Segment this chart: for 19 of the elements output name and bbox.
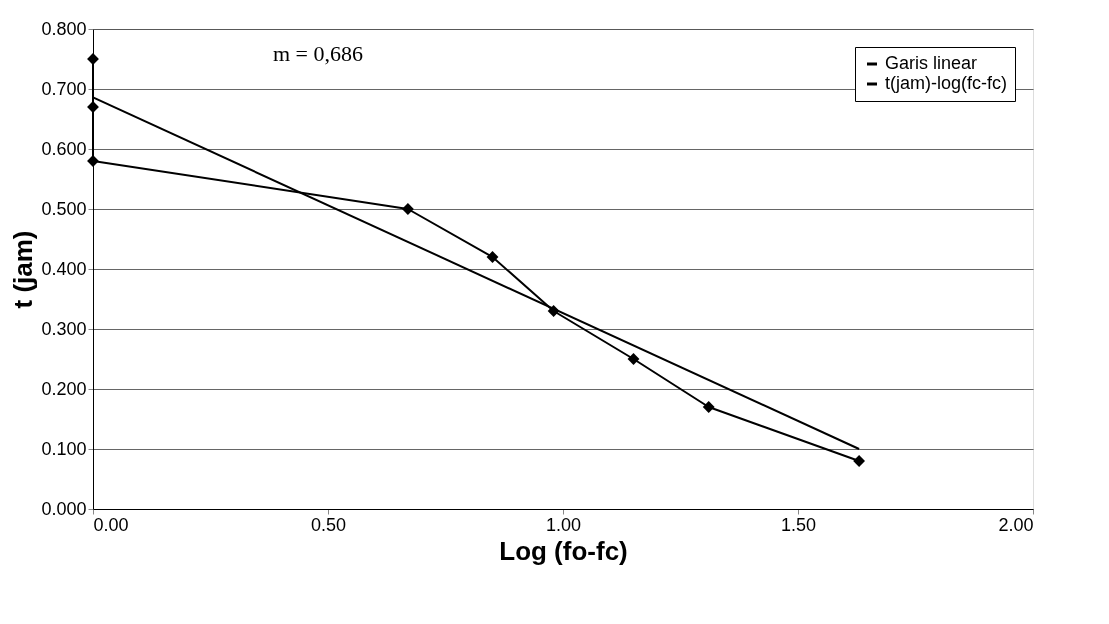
y-tick-label: 0.200 (41, 378, 87, 399)
legend-label: t(jam)-log(fc-fc) (885, 73, 1007, 93)
y-tick-label: 0.300 (41, 318, 87, 339)
y-axis-title: t (jam) (8, 230, 39, 309)
y-tick-label: 0.100 (41, 438, 87, 459)
x-tick-label: 1.50 (780, 514, 817, 535)
legend-label: Garis linear (885, 53, 978, 73)
y-tick-label: 0.500 (41, 198, 87, 219)
x-tick-label: 0.00 (93, 514, 129, 535)
x-tick-label: 1.00 (545, 514, 582, 535)
x-tick-label: 2.00 (998, 514, 1034, 535)
y-tick-label: 0.700 (41, 78, 87, 99)
x-tick-label: 0.50 (310, 514, 347, 535)
annotation: m = 0,686 (273, 41, 364, 66)
y-tick-label: 0.400 (41, 258, 87, 279)
y-tick-label: 0.800 (41, 18, 87, 39)
y-tick-label: 0.000 (41, 498, 87, 519)
x-axis-title: Log (fo-fc) (499, 535, 628, 566)
y-tick-label: 0.600 (41, 138, 87, 159)
